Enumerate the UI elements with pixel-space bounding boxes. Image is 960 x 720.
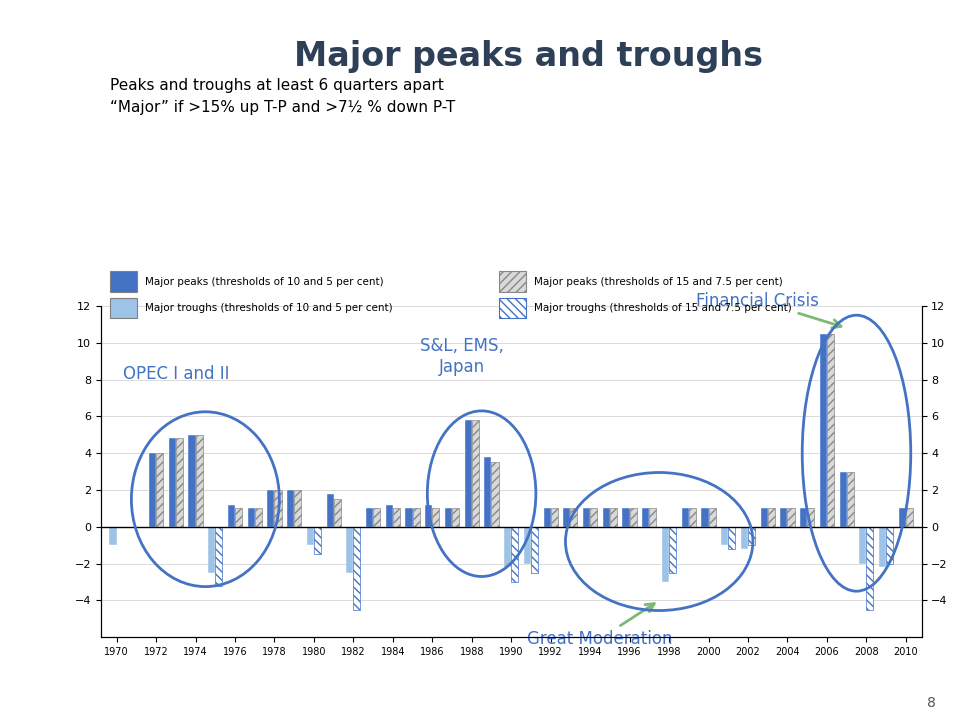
Bar (109, 527, 116, 545)
Bar (807, 508, 814, 527)
Bar (294, 490, 301, 527)
Text: Major peaks (thresholds of 10 and 5 per cent): Major peaks (thresholds of 10 and 5 per … (145, 276, 384, 287)
Bar (820, 333, 827, 527)
Text: The empirical model: The empirical model (26, 351, 43, 541)
Bar (452, 508, 459, 527)
Bar (708, 508, 715, 527)
Bar (564, 508, 570, 527)
Bar (235, 508, 242, 527)
Bar (307, 527, 314, 545)
Bar (729, 527, 735, 549)
Bar (432, 508, 440, 527)
Text: “Major” if >15% up T-P and >7½ % down P-T: “Major” if >15% up T-P and >7½ % down P-… (110, 99, 456, 114)
Bar (208, 527, 215, 573)
Bar (543, 508, 551, 527)
Bar (800, 508, 807, 527)
Bar (366, 508, 373, 527)
Bar (347, 527, 353, 573)
Text: Great Moderation: Great Moderation (527, 603, 673, 648)
Bar (386, 505, 393, 527)
Bar (492, 462, 498, 527)
Bar (169, 438, 176, 527)
Bar (524, 527, 531, 564)
Bar (780, 508, 787, 527)
Bar (839, 472, 847, 527)
Text: OPEC I and II: OPEC I and II (123, 365, 229, 383)
Bar (248, 508, 254, 527)
Bar (471, 420, 479, 527)
Bar (287, 490, 294, 527)
Text: Major troughs (thresholds of 15 and 7.5 per cent): Major troughs (thresholds of 15 and 7.5 … (534, 303, 791, 313)
Bar (485, 457, 492, 527)
Bar (334, 499, 341, 527)
Text: Peaks and troughs at least 6 quarters apart: Peaks and troughs at least 6 quarters ap… (110, 78, 444, 93)
Bar (649, 508, 657, 527)
Bar (583, 508, 590, 527)
Bar (721, 527, 729, 545)
Bar (630, 508, 636, 527)
Bar (373, 508, 380, 527)
Text: 8: 8 (927, 696, 936, 710)
Bar (760, 508, 768, 527)
Bar (176, 438, 182, 527)
Bar (215, 527, 223, 585)
Bar (393, 508, 400, 527)
Bar (741, 527, 748, 549)
Text: Major troughs (thresholds of 10 and 5 per cent): Major troughs (thresholds of 10 and 5 pe… (145, 303, 393, 313)
Bar (662, 527, 669, 582)
Bar (642, 508, 649, 527)
Bar (156, 453, 163, 527)
Bar (413, 508, 420, 527)
Bar (669, 527, 676, 573)
Bar (859, 527, 866, 564)
Bar (622, 508, 630, 527)
Bar (610, 508, 617, 527)
Bar (682, 508, 688, 527)
Bar (512, 527, 518, 582)
Bar (465, 420, 471, 527)
Bar (603, 508, 610, 527)
Bar (787, 508, 795, 527)
Bar (504, 527, 512, 567)
Bar (326, 494, 334, 527)
Text: Major peaks (thresholds of 15 and 7.5 per cent): Major peaks (thresholds of 15 and 7.5 pe… (534, 276, 782, 287)
Bar (254, 508, 262, 527)
Bar (879, 527, 886, 567)
Bar (314, 527, 321, 554)
Bar (188, 435, 196, 527)
Text: S&L, EMS,
Japan: S&L, EMS, Japan (420, 337, 504, 376)
Bar (768, 508, 775, 527)
Bar (906, 508, 913, 527)
Bar (267, 490, 275, 527)
Bar (228, 505, 235, 527)
Bar (748, 527, 756, 545)
Bar (551, 508, 558, 527)
Bar (275, 490, 281, 527)
Bar (827, 333, 834, 527)
Bar (702, 508, 708, 527)
Bar (531, 527, 538, 573)
Text: Financial Crisis: Financial Crisis (696, 292, 841, 328)
Bar (886, 527, 893, 564)
Bar (866, 527, 874, 610)
Bar (444, 508, 452, 527)
Bar (688, 508, 696, 527)
Bar (847, 472, 853, 527)
Bar (425, 505, 432, 527)
Bar (196, 435, 203, 527)
Bar (149, 453, 156, 527)
Bar (405, 508, 413, 527)
Bar (353, 527, 360, 610)
Text: Major peaks and troughs: Major peaks and troughs (294, 40, 762, 73)
Bar (899, 508, 906, 527)
Bar (570, 508, 578, 527)
Bar (590, 508, 597, 527)
